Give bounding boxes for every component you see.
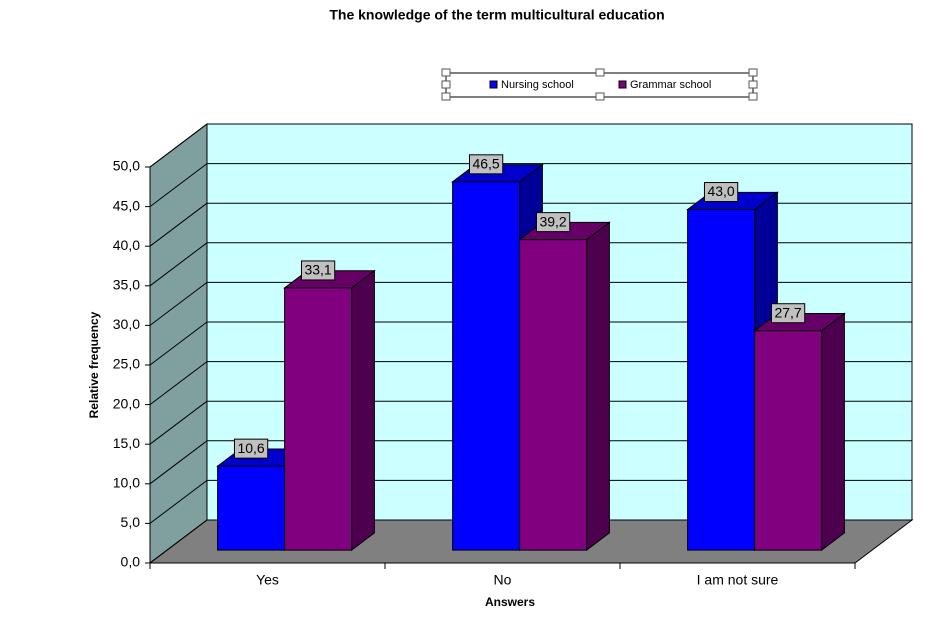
y-tick-label: 40,0 (113, 237, 140, 253)
selection-handles (441, 68, 758, 101)
handle (748, 80, 758, 89)
side-grid-line (149, 480, 208, 524)
legend-label: Nursing school (501, 79, 574, 91)
y-tick-label: 10,0 (113, 475, 140, 491)
value-label-box (233, 438, 269, 459)
side-grid-line (149, 163, 208, 207)
side-grid-line (149, 242, 208, 287)
handle (441, 80, 451, 89)
side-grid-line (149, 400, 208, 445)
handle (441, 92, 451, 101)
y-tick-label: 35,0 (113, 277, 140, 293)
y-tick-label: 20,0 (113, 395, 140, 411)
bar (452, 181, 521, 551)
value-label: 46,5 (468, 154, 504, 175)
x-tick-label: Yes (256, 572, 279, 588)
side-grid-line (149, 519, 208, 564)
y-tick-label: 15,0 (113, 435, 140, 451)
value-label: 27,7 (770, 303, 806, 324)
value-label-text: 33,1 (304, 262, 331, 278)
bar-group (753, 312, 846, 552)
side-grid-line (149, 202, 208, 247)
side-grid-line (149, 123, 208, 168)
legend-swatch (618, 80, 627, 89)
side-grid-line (149, 321, 208, 366)
y-tick-label: 50,0 (113, 158, 140, 174)
y-tick-label: 5,0 (121, 514, 141, 530)
y-tick-label: 25,0 (113, 356, 140, 372)
side-grid-line (149, 440, 208, 485)
side-grid-line (149, 282, 208, 326)
value-label-text: 39,2 (539, 213, 566, 229)
legend-swatch (489, 80, 498, 89)
handle (748, 68, 758, 77)
value-label-text: 27,7 (774, 304, 801, 320)
side-grid-line (149, 361, 208, 405)
value-label: 39,2 (535, 212, 571, 233)
y-tick-label: 0,0 (121, 554, 141, 570)
bar (754, 330, 823, 551)
value-label-box (703, 182, 739, 203)
bar-side (821, 312, 845, 552)
x-axis-label: Answers (485, 595, 535, 609)
bar-group (283, 269, 376, 552)
handle (441, 68, 451, 77)
y-tick-label: 30,0 (113, 316, 140, 332)
value-label-text: 43,0 (707, 183, 734, 199)
value-label-box (535, 212, 571, 233)
value-label: 10,6 (233, 438, 269, 459)
legend-label: Grammar school (630, 79, 711, 91)
bar-group (518, 221, 611, 552)
y-axis-label: Relative frequency (87, 311, 101, 418)
handle (748, 92, 758, 101)
x-tick-label: No (494, 572, 512, 588)
bar (284, 287, 353, 551)
chart-title: The knowledge of the term multicultural … (329, 7, 664, 23)
bar (687, 209, 756, 551)
bar (217, 465, 286, 551)
bar-side (586, 221, 610, 552)
handle (595, 92, 605, 101)
bar-side (351, 269, 375, 552)
y-tick-label: 45,0 (113, 197, 140, 213)
value-label-text: 10,6 (237, 440, 264, 456)
value-label-box (468, 154, 504, 175)
x-tick-label: I am not sure (697, 572, 779, 588)
value-label-box (770, 303, 806, 324)
value-label: 33,1 (300, 260, 336, 281)
value-label-text: 46,5 (472, 156, 499, 172)
value-label-box (300, 260, 336, 281)
value-label: 43,0 (703, 182, 739, 203)
handle (595, 68, 605, 77)
bar (519, 239, 588, 551)
